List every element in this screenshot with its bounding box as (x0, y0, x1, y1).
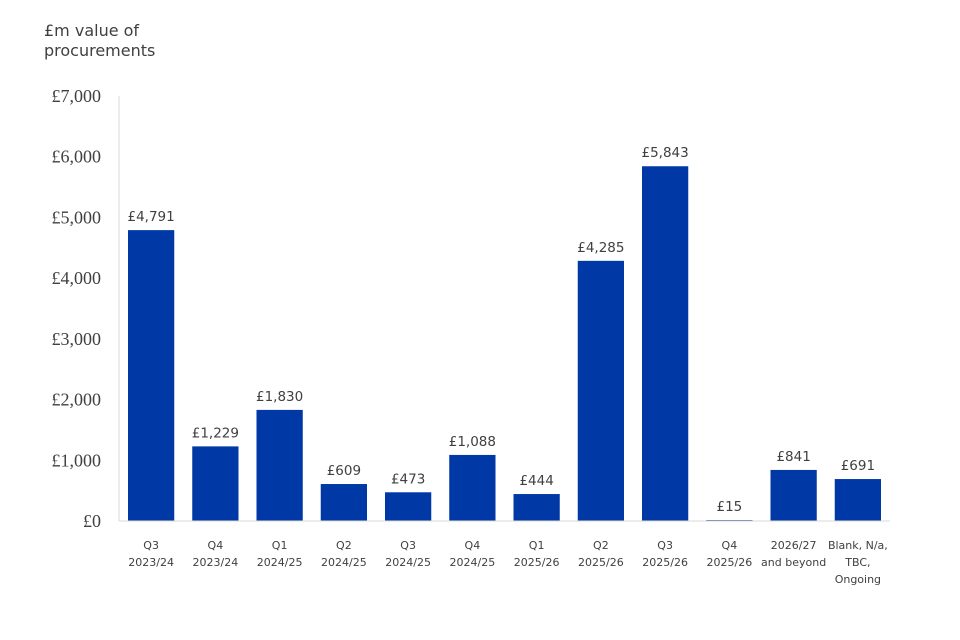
x-tick-label: Q3 2024/25 (385, 539, 431, 569)
data-label: £4,285 (577, 240, 624, 256)
x-tick-label-line: 2024/25 (257, 556, 303, 569)
bar (127, 230, 175, 521)
bars (127, 166, 882, 521)
data-label: £841 (776, 449, 810, 465)
x-tick-label-line: Q4 (208, 539, 224, 552)
y-axis-title: £m value of procurements (44, 21, 155, 60)
x-tick-label: Q4 2023/24 (193, 539, 239, 569)
x-tick-label: Blank, N/a, TBC, Ongoing (828, 539, 888, 586)
y-tick-label: £0 (83, 511, 101, 531)
x-tick-label-line: Q4 (465, 539, 481, 552)
data-label: £473 (391, 471, 425, 487)
y-tick-label: £7,000 (52, 86, 102, 106)
y-tick-label: £5,000 (52, 207, 102, 227)
bar (449, 454, 496, 521)
data-labels: £4,791 £1,229 £1,830 £609 £473 £1,088 £444 £4,2… (128, 145, 876, 515)
bar (192, 446, 239, 521)
x-tick-label-line: Q3 (400, 539, 416, 552)
x-tick-label-line: 2023/24 (128, 556, 174, 569)
bar (384, 492, 432, 521)
x-axis-ticks: Q3 2023/24 Q4 2023/24 Q1 2024/25 Q2 2024/25 Q3 20… (128, 539, 888, 586)
data-label: £691 (841, 458, 875, 474)
data-label: £1,229 (192, 425, 239, 441)
x-tick-label: Q2 2024/25 (321, 539, 367, 569)
x-tick-label-line: Ongoing (835, 573, 881, 586)
x-tick-label-line: 2025/26 (707, 556, 753, 569)
x-tick-label-line: 2024/25 (450, 556, 496, 569)
data-label: £609 (327, 463, 361, 479)
bar (513, 494, 560, 521)
bar (770, 469, 817, 521)
data-label: £4,791 (128, 209, 175, 225)
x-tick-label-line: TBC, (844, 556, 870, 569)
y-tick-label: £2,000 (52, 390, 102, 410)
bar (577, 260, 625, 521)
y-tick-label: £4,000 (52, 268, 102, 288)
x-tick-label: 2026/27 and beyond (761, 539, 826, 569)
y-tick-label: £1,000 (52, 450, 102, 470)
data-label: £444 (519, 473, 553, 489)
x-tick-label-line: Q2 (593, 539, 609, 552)
data-label: £1,830 (256, 389, 303, 405)
y-axis-title-line-1: £m value of (44, 21, 139, 40)
y-tick-label: £6,000 (52, 147, 102, 167)
x-tick-label: Q1 2024/25 (257, 539, 303, 569)
x-tick-label: Q3 2023/24 (128, 539, 174, 569)
bar (320, 484, 368, 521)
x-tick-label-line: 2024/25 (385, 556, 431, 569)
bar (834, 479, 882, 521)
x-tick-label: Q1 2025/26 (514, 539, 560, 569)
x-tick-label: Q3 2025/26 (642, 539, 688, 569)
bar (256, 409, 303, 521)
x-tick-label-line: 2025/26 (578, 556, 624, 569)
x-tick-label-line: Q2 (336, 539, 352, 552)
data-label: £15 (716, 499, 742, 515)
x-tick-label-line: Q1 (529, 539, 545, 552)
x-tick-label-line: 2025/26 (514, 556, 560, 569)
bar (641, 166, 689, 521)
x-tick-label-line: 2025/26 (642, 556, 688, 569)
x-tick-label-line: 2024/25 (321, 556, 367, 569)
x-tick-label: Q4 2025/26 (707, 539, 753, 569)
x-tick-label-line: Q3 (143, 539, 159, 552)
y-tick-label: £3,000 (52, 329, 102, 349)
x-tick-label-line: Q4 (722, 539, 738, 552)
x-tick-label-line: 2023/24 (193, 556, 239, 569)
data-label: £1,088 (449, 434, 496, 450)
x-tick-label-line: Q3 (657, 539, 673, 552)
x-tick-label-line: and beyond (761, 556, 826, 569)
y-axis-title-line-2: procurements (44, 41, 155, 60)
x-tick-label: Q2 2025/26 (578, 539, 624, 569)
x-tick-label-line: 2026/27 (771, 539, 817, 552)
x-tick-label-line: Blank, N/a, (828, 539, 888, 552)
x-tick-label-line: Q1 (272, 539, 288, 552)
x-tick-label: Q4 2024/25 (450, 539, 496, 569)
data-label: £5,843 (642, 145, 689, 161)
y-axis-ticks: £0 £1,000 £2,000 £3,000 £4,000 £5,000 £6,000 £7… (52, 86, 102, 531)
